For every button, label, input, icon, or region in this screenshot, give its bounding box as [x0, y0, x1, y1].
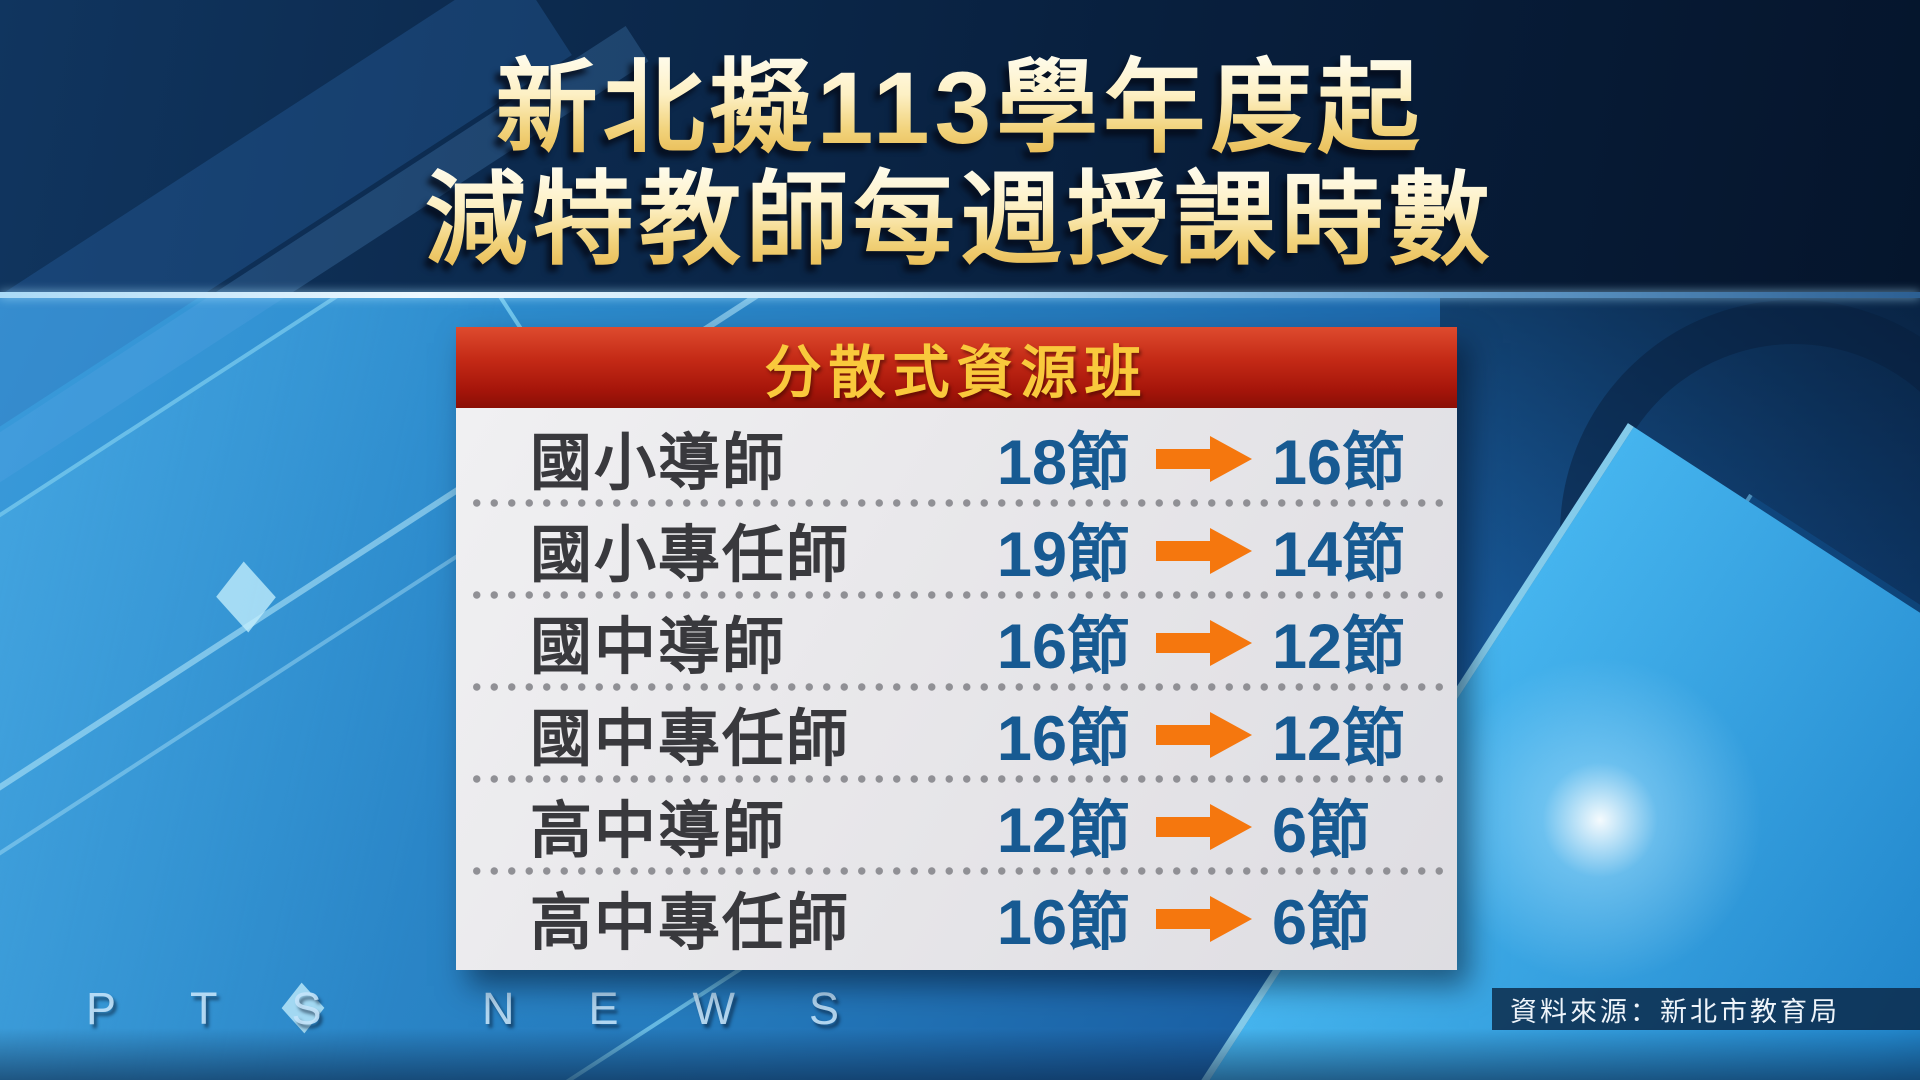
divider-line: [0, 292, 1920, 298]
source-text: 資料來源：新北市教育局: [1510, 996, 1840, 1027]
table-row: 高中導師 12節 6節: [456, 783, 1457, 867]
row-separator: [466, 683, 1447, 691]
bg-bottom-shade: [0, 1028, 1920, 1080]
row-value-after: 6節: [1272, 887, 1371, 958]
row-value-before: 16節: [996, 887, 1130, 958]
headline: 新北擬113學年度起 減特教師每週授課時數: [0, 52, 1920, 277]
arrow-right-icon: [1156, 892, 1252, 946]
arrow-right-icon: [1156, 800, 1252, 854]
row-value-before: 12節: [996, 795, 1130, 866]
arrow-right-icon: [1156, 432, 1252, 486]
row-value-before: 18節: [996, 427, 1130, 498]
row-separator: [466, 499, 1447, 507]
source-bar: 資料來源：新北市教育局: [1492, 988, 1920, 1030]
row-value-before: 16節: [996, 611, 1130, 682]
row-label: 國中專任師: [530, 705, 851, 774]
data-panel: 分散式資源班 國小導師 18節 16節 國小專任師 19節 14節 國中導師 1…: [456, 327, 1457, 970]
row-value-after: 12節: [1272, 703, 1406, 774]
row-value-before: 16節: [996, 703, 1130, 774]
bg-lens-flare: [1415, 635, 1785, 1005]
arrow-right-icon: [1156, 616, 1252, 670]
pts-news-watermark: PTS NEWS: [86, 983, 914, 1034]
row-label: 國中導師: [530, 613, 787, 682]
row-label: 高中專任師: [530, 889, 851, 958]
arrow-right-icon: [1156, 524, 1252, 578]
table-row: 高中專任師 16節 6節: [456, 875, 1457, 959]
row-value-before: 19節: [996, 519, 1130, 590]
row-label: 國小導師: [530, 429, 787, 498]
row-value-after: 14節: [1272, 519, 1406, 590]
headline-line2: 減特教師每週授課時數: [0, 164, 1920, 276]
table-row: 國中專任師 16節 12節: [456, 691, 1457, 775]
panel-header: 分散式資源班: [456, 327, 1457, 408]
row-label: 高中導師: [530, 797, 787, 866]
row-value-after: 12節: [1272, 611, 1406, 682]
table-row: 國小導師 18節 16節: [456, 415, 1457, 499]
headline-line1: 新北擬113學年度起: [0, 52, 1920, 164]
table-row: 國小專任師 19節 14節: [456, 507, 1457, 591]
row-separator: [466, 775, 1447, 783]
row-label: 國小專任師: [530, 521, 851, 590]
arrow-right-icon: [1156, 708, 1252, 762]
bg-top-band: [0, 0, 1920, 487]
row-value-after: 6節: [1272, 795, 1371, 866]
row-separator: [466, 867, 1447, 875]
row-value-after: 16節: [1272, 427, 1406, 498]
table-row: 國中導師 16節 12節: [456, 599, 1457, 683]
row-separator: [466, 591, 1447, 599]
panel-body: 國小導師 18節 16節 國小專任師 19節 14節 國中導師 16節 12節 …: [456, 408, 1457, 970]
